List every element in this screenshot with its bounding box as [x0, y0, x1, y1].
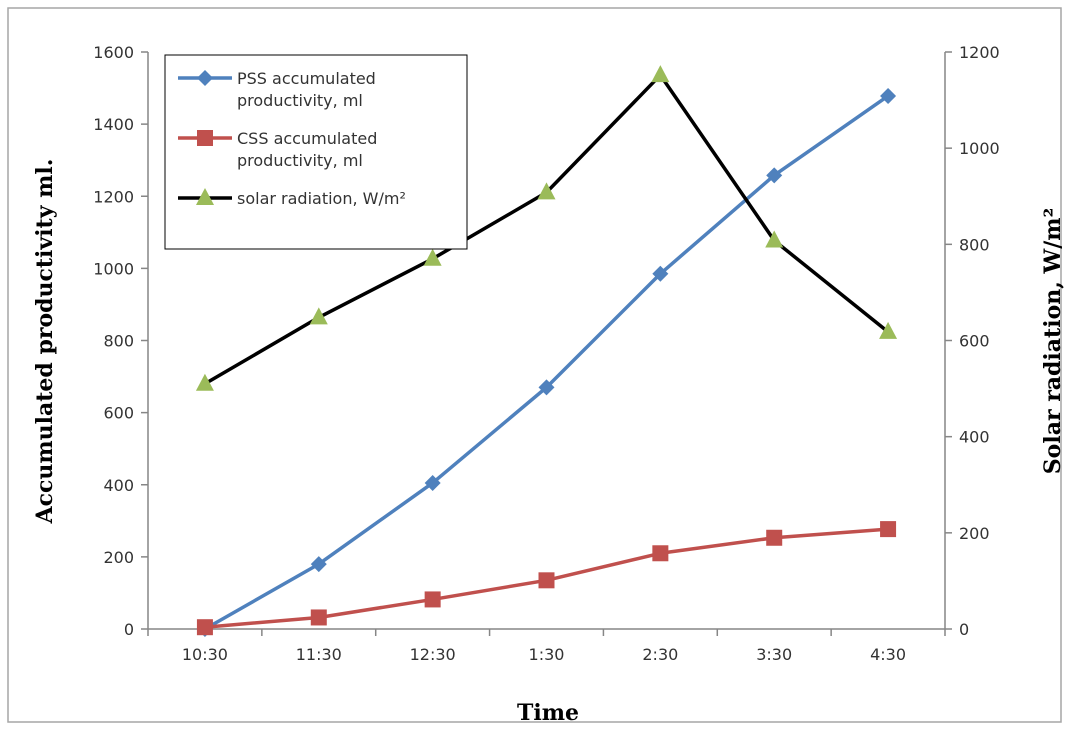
triangle-marker — [196, 188, 214, 205]
series-pss-point — [766, 167, 783, 184]
y2-tick-label: 800 — [959, 235, 990, 254]
legend-entry: PSS accumulated productivity, ml — [178, 69, 376, 110]
square-marker — [424, 591, 441, 608]
triangle-marker — [195, 373, 214, 391]
y2-tick-label: 200 — [959, 524, 990, 543]
y-tick-label: 1000 — [93, 259, 134, 278]
y-tick-label: 0 — [124, 620, 134, 639]
series-pss-point — [652, 265, 669, 282]
square-marker — [766, 529, 783, 546]
x-tick-label: 3:30 — [756, 645, 792, 664]
square-marker — [652, 545, 669, 562]
y-tick-label: 800 — [103, 332, 134, 351]
y-tick-label: 200 — [103, 548, 134, 567]
y2-tick-label: 1000 — [959, 139, 1000, 158]
series-css-point — [310, 609, 327, 626]
legend-label: PSS accumulated — [237, 69, 376, 88]
series-radiation-point — [309, 307, 328, 325]
triangle-marker — [423, 248, 442, 266]
series-pss-point — [538, 379, 555, 396]
y2-tick-label: 1200 — [959, 43, 1000, 62]
diamond-marker — [538, 379, 555, 396]
legend-label: productivity, ml — [237, 91, 363, 110]
square-marker — [196, 619, 213, 636]
series-radiation-point — [423, 248, 442, 266]
series-radiation-point — [879, 321, 898, 339]
series-radiation-point — [765, 230, 784, 248]
triangle-marker — [309, 307, 328, 325]
y2-tick-label: 400 — [959, 428, 990, 447]
x-axis-title: Time — [517, 700, 579, 726]
series-css-point — [766, 529, 783, 546]
series-pss-point — [310, 556, 327, 573]
series-css-point — [538, 572, 555, 589]
square-marker — [880, 521, 897, 538]
legend-entry: solar radiation, W/m² — [178, 188, 406, 208]
series-css-point — [424, 591, 441, 608]
triangle-marker — [879, 321, 898, 339]
series-radiation-point — [196, 188, 214, 205]
series-radiation-point — [537, 182, 556, 200]
y2-axis-title: Solar radiation, W/m² — [1040, 208, 1066, 474]
diamond-marker — [880, 87, 897, 104]
series-radiation-point — [195, 373, 214, 391]
diamond-marker — [197, 70, 213, 86]
series-pss-point — [424, 474, 441, 491]
x-tick-label: 10:30 — [182, 645, 228, 664]
square-marker — [197, 130, 213, 146]
y-tick-label: 1600 — [93, 43, 134, 62]
square-marker — [538, 572, 555, 589]
legend-label: solar radiation, W/m² — [237, 189, 406, 208]
legend-entry: CSS accumulated productivity, ml — [178, 129, 377, 170]
y2-tick-label: 0 — [959, 620, 969, 639]
series-pss-point — [197, 70, 213, 86]
y-tick-label: 600 — [103, 404, 134, 423]
series-css-point — [197, 130, 213, 146]
y-tick-label: 400 — [103, 476, 134, 495]
diamond-marker — [310, 556, 327, 573]
x-tick-label: 2:30 — [642, 645, 678, 664]
y-tick-label: 1200 — [93, 187, 134, 206]
x-tick-label: 11:30 — [296, 645, 342, 664]
triangle-marker — [765, 230, 784, 248]
series-css-point — [196, 619, 213, 636]
diamond-marker — [652, 265, 669, 282]
series-css-point — [880, 521, 897, 538]
legend-label: productivity, ml — [237, 151, 363, 170]
legend-box — [164, 54, 468, 250]
diamond-marker — [424, 474, 441, 491]
diamond-marker — [766, 167, 783, 184]
square-marker — [310, 609, 327, 626]
x-tick-label: 12:30 — [410, 645, 456, 664]
legend-label: CSS accumulated — [237, 129, 377, 148]
series-css-point — [652, 545, 669, 562]
y-axis-title: Accumulated productivity ml. — [32, 159, 58, 525]
x-tick-label: 1:30 — [529, 645, 565, 664]
y-tick-label: 1400 — [93, 115, 134, 134]
triangle-marker — [537, 182, 556, 200]
y2-tick-label: 600 — [959, 332, 990, 351]
series-radiation-point — [651, 65, 670, 83]
series-pss-point — [880, 87, 897, 104]
triangle-marker — [651, 65, 670, 83]
x-tick-label: 4:30 — [870, 645, 906, 664]
